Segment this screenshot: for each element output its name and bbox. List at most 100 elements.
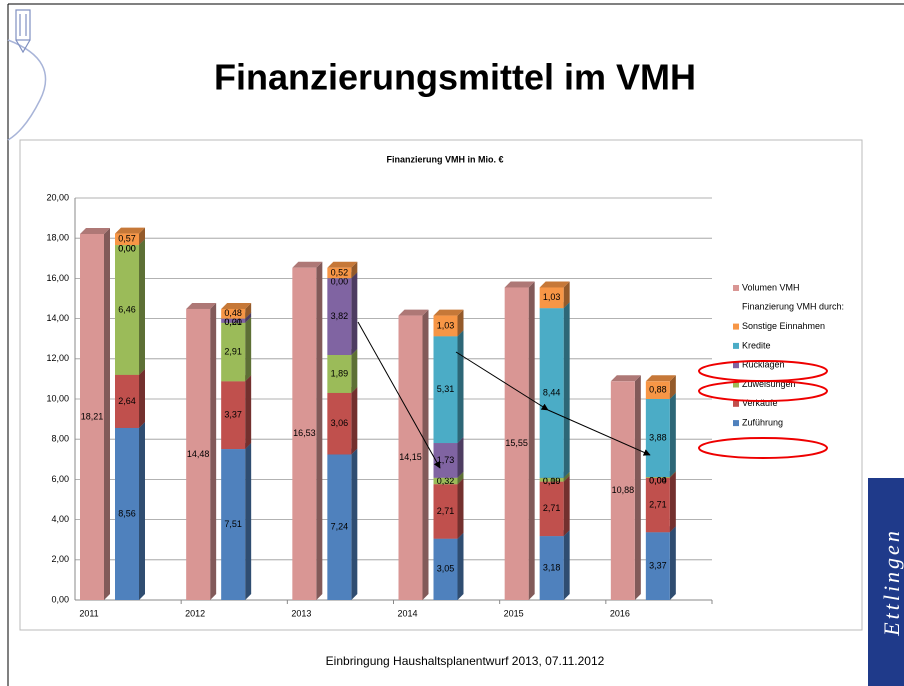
bar-side [245, 375, 252, 450]
value-label: 0,00 [224, 317, 242, 327]
value-label: 8,44 [543, 387, 561, 397]
value-label: 14,15 [399, 452, 422, 462]
bar [398, 315, 423, 600]
value-label: 0,88 [649, 385, 667, 395]
bar-side [104, 227, 110, 600]
bar-side [669, 393, 676, 477]
bar [115, 233, 139, 246]
bar [539, 477, 564, 482]
bar-side [457, 437, 464, 478]
bar-side [528, 281, 535, 600]
bar [504, 287, 529, 600]
bar [292, 267, 317, 600]
legend-label: Rücklagen [742, 360, 785, 370]
legend-label: Sonstige Einnahmen [742, 321, 825, 331]
bar-side [139, 227, 145, 246]
bar [221, 449, 246, 600]
plot-area: 0,00 2,00 4,00 6,00 8,00 10,00 12,00 14,00 16,00… [46, 192, 844, 618]
y-tick-label: 2,00 [51, 554, 69, 564]
bar [433, 477, 458, 485]
bar-top [221, 302, 252, 309]
value-label: 2,71 [543, 503, 561, 513]
legend-marker [733, 381, 739, 388]
value-label: 0,00 [118, 243, 136, 253]
bar-side [563, 281, 570, 309]
bar [645, 477, 670, 533]
bar [539, 536, 564, 600]
bar-top [80, 227, 110, 234]
value-label: 3,82 [331, 311, 349, 321]
y-tick-label: 16,00 [46, 273, 69, 283]
bar [433, 336, 458, 444]
bar [539, 308, 564, 478]
bar [327, 278, 352, 355]
value-label: 3,88 [649, 432, 667, 442]
bar [645, 532, 670, 600]
value-label: 8,56 [118, 508, 136, 518]
value-label: 0,21 [224, 317, 242, 327]
value-label: 16,53 [293, 428, 316, 438]
value-label: 7,51 [224, 519, 242, 529]
x-tick-label: 2011 [79, 608, 98, 618]
bar [327, 354, 352, 393]
value-label: 0,48 [224, 308, 242, 318]
value-label: 0,32 [437, 476, 455, 486]
slide-title: Finanzierungsmittel im VMH [214, 57, 696, 98]
crest [15, 9, 31, 54]
bar [115, 374, 139, 428]
bar-side [457, 532, 464, 600]
value-label: 14,48 [187, 449, 210, 459]
y-tick-label: 14,00 [46, 313, 69, 323]
bar-top [186, 302, 217, 309]
legend-label: Zuführung [742, 417, 783, 427]
value-label: 3,05 [437, 564, 455, 574]
bar-side [316, 261, 323, 600]
value-label: 0,00 [118, 243, 136, 253]
bar-side [245, 302, 252, 319]
footer: Einbringung Haushaltsplanentwurf 2013, 0… [326, 654, 605, 668]
value-label: 18,21 [81, 411, 104, 421]
bar [433, 538, 458, 600]
x-tick-label: 2014 [397, 608, 417, 618]
bar-side [139, 421, 145, 600]
value-label: 2,71 [649, 499, 667, 509]
legend-marker [733, 342, 739, 349]
bar [221, 308, 246, 319]
bar [433, 443, 458, 478]
bar-side [457, 478, 464, 539]
bar-side [563, 530, 570, 600]
bar-side [422, 309, 429, 600]
bar-side [245, 316, 252, 382]
logo-box [868, 478, 904, 686]
bar [433, 315, 458, 337]
legend-marker [733, 323, 739, 330]
bar [221, 381, 246, 450]
legend-heading: Finanzierung VMH durch: [742, 302, 844, 312]
bar-side [669, 526, 676, 600]
bar [645, 399, 670, 477]
legend-label: Volumen VMH [742, 282, 800, 292]
bar-top [398, 309, 429, 316]
legend-marker [733, 400, 739, 407]
legend-label: Kredite [742, 340, 771, 350]
legend-marker [733, 362, 739, 369]
logo-text: Ettlingen [879, 528, 904, 637]
bar [610, 381, 635, 600]
x-tick-label: 2015 [504, 608, 524, 618]
bar [80, 233, 104, 600]
bar-side [210, 302, 217, 600]
bar-side [139, 368, 145, 428]
bar-side [563, 471, 570, 482]
y-tick-label: 8,00 [51, 434, 69, 444]
value-label: 1,73 [437, 455, 455, 465]
value-label: 0,52 [331, 267, 349, 277]
bar-top [539, 281, 570, 288]
legend-label: Zuweisungen [742, 379, 796, 389]
value-label: 7,24 [331, 522, 349, 532]
chart-title: Finanzierung VMH in Mio. € [387, 154, 504, 164]
bar [645, 381, 670, 399]
bar-side [351, 386, 358, 455]
value-label: 0,57 [118, 234, 136, 244]
